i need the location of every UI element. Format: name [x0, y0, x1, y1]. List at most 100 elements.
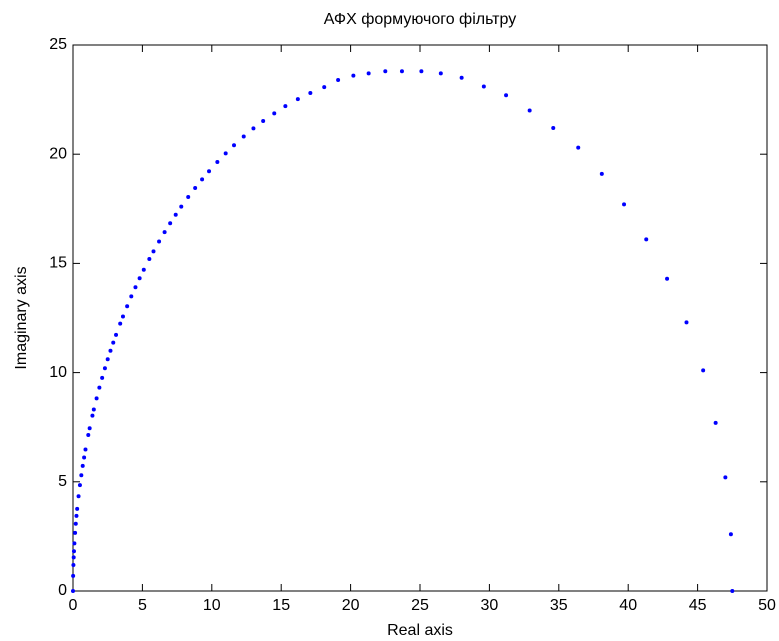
point — [701, 368, 706, 373]
point — [71, 589, 75, 593]
point — [419, 69, 424, 74]
point — [76, 494, 81, 499]
point — [261, 119, 266, 124]
x-tick-label: 35 — [550, 597, 568, 614]
point — [80, 463, 85, 468]
point — [120, 314, 125, 319]
y-tick-label: 0 — [58, 582, 67, 599]
point — [179, 204, 184, 209]
chart-title: АФХ формуючого фільтру — [324, 11, 516, 28]
point — [576, 145, 581, 150]
point — [91, 407, 96, 412]
point — [665, 276, 670, 281]
point — [87, 426, 92, 431]
x-axis-label: Real axis — [387, 622, 453, 639]
point — [102, 366, 107, 371]
point — [186, 195, 191, 200]
point — [215, 160, 220, 165]
x-tick-label: 10 — [203, 597, 221, 614]
point — [86, 433, 91, 438]
point — [77, 483, 82, 488]
point — [241, 134, 246, 139]
point — [207, 169, 212, 174]
point — [551, 125, 556, 130]
point — [111, 340, 116, 345]
x-tick-label: 15 — [272, 597, 290, 614]
point — [351, 73, 356, 78]
point — [82, 455, 87, 460]
point — [504, 93, 509, 98]
point — [71, 555, 76, 560]
point — [90, 413, 95, 418]
y-axis-label: Imaginary axis — [13, 266, 30, 369]
point — [336, 77, 341, 82]
point — [283, 104, 288, 109]
point — [141, 267, 146, 272]
point — [223, 151, 228, 156]
point — [75, 506, 80, 511]
point — [684, 320, 689, 325]
point — [71, 549, 76, 554]
point — [73, 530, 78, 535]
y-tick-label: 25 — [49, 36, 67, 53]
point — [79, 473, 84, 478]
point — [97, 385, 102, 390]
point — [125, 304, 130, 309]
point — [72, 541, 77, 546]
point — [71, 563, 76, 568]
point — [162, 230, 167, 235]
point — [133, 285, 138, 290]
point — [366, 71, 371, 76]
point — [644, 237, 649, 242]
point — [94, 396, 99, 401]
point — [100, 375, 105, 380]
y-tick-label: 20 — [49, 145, 67, 162]
x-tick-label: 50 — [758, 597, 776, 614]
point — [71, 573, 76, 578]
point — [232, 143, 237, 148]
point — [83, 447, 88, 452]
point — [200, 177, 205, 182]
point — [147, 257, 152, 262]
point — [599, 171, 604, 176]
point — [151, 249, 156, 254]
point — [129, 294, 134, 299]
point — [459, 75, 464, 80]
point — [728, 532, 733, 537]
point — [251, 126, 256, 131]
point — [438, 71, 443, 76]
point — [713, 420, 718, 425]
point — [105, 357, 110, 362]
x-tick-label: 0 — [69, 597, 78, 614]
point — [272, 111, 277, 116]
y-tick-label: 5 — [58, 473, 67, 490]
point — [114, 332, 119, 337]
x-tick-label: 25 — [411, 597, 429, 614]
point — [73, 521, 78, 526]
point — [308, 91, 313, 96]
point — [481, 84, 486, 89]
x-tick-label: 20 — [342, 597, 360, 614]
point — [157, 239, 162, 244]
point — [108, 348, 113, 353]
x-tick-label: 5 — [138, 597, 147, 614]
point — [723, 475, 728, 480]
y-tick-label: 15 — [49, 255, 67, 272]
point — [730, 589, 735, 593]
y-tick-label: 10 — [49, 364, 67, 381]
point — [118, 321, 123, 326]
point — [137, 276, 142, 281]
point — [74, 513, 79, 518]
point — [168, 221, 173, 226]
x-tick-label: 40 — [619, 597, 637, 614]
point — [383, 69, 388, 74]
point — [527, 108, 532, 113]
point — [295, 97, 300, 102]
plot-frame — [72, 44, 768, 592]
point — [622, 202, 627, 207]
x-tick-label: 45 — [689, 597, 707, 614]
x-tick-label: 30 — [481, 597, 499, 614]
point — [399, 69, 404, 74]
point — [193, 186, 198, 191]
